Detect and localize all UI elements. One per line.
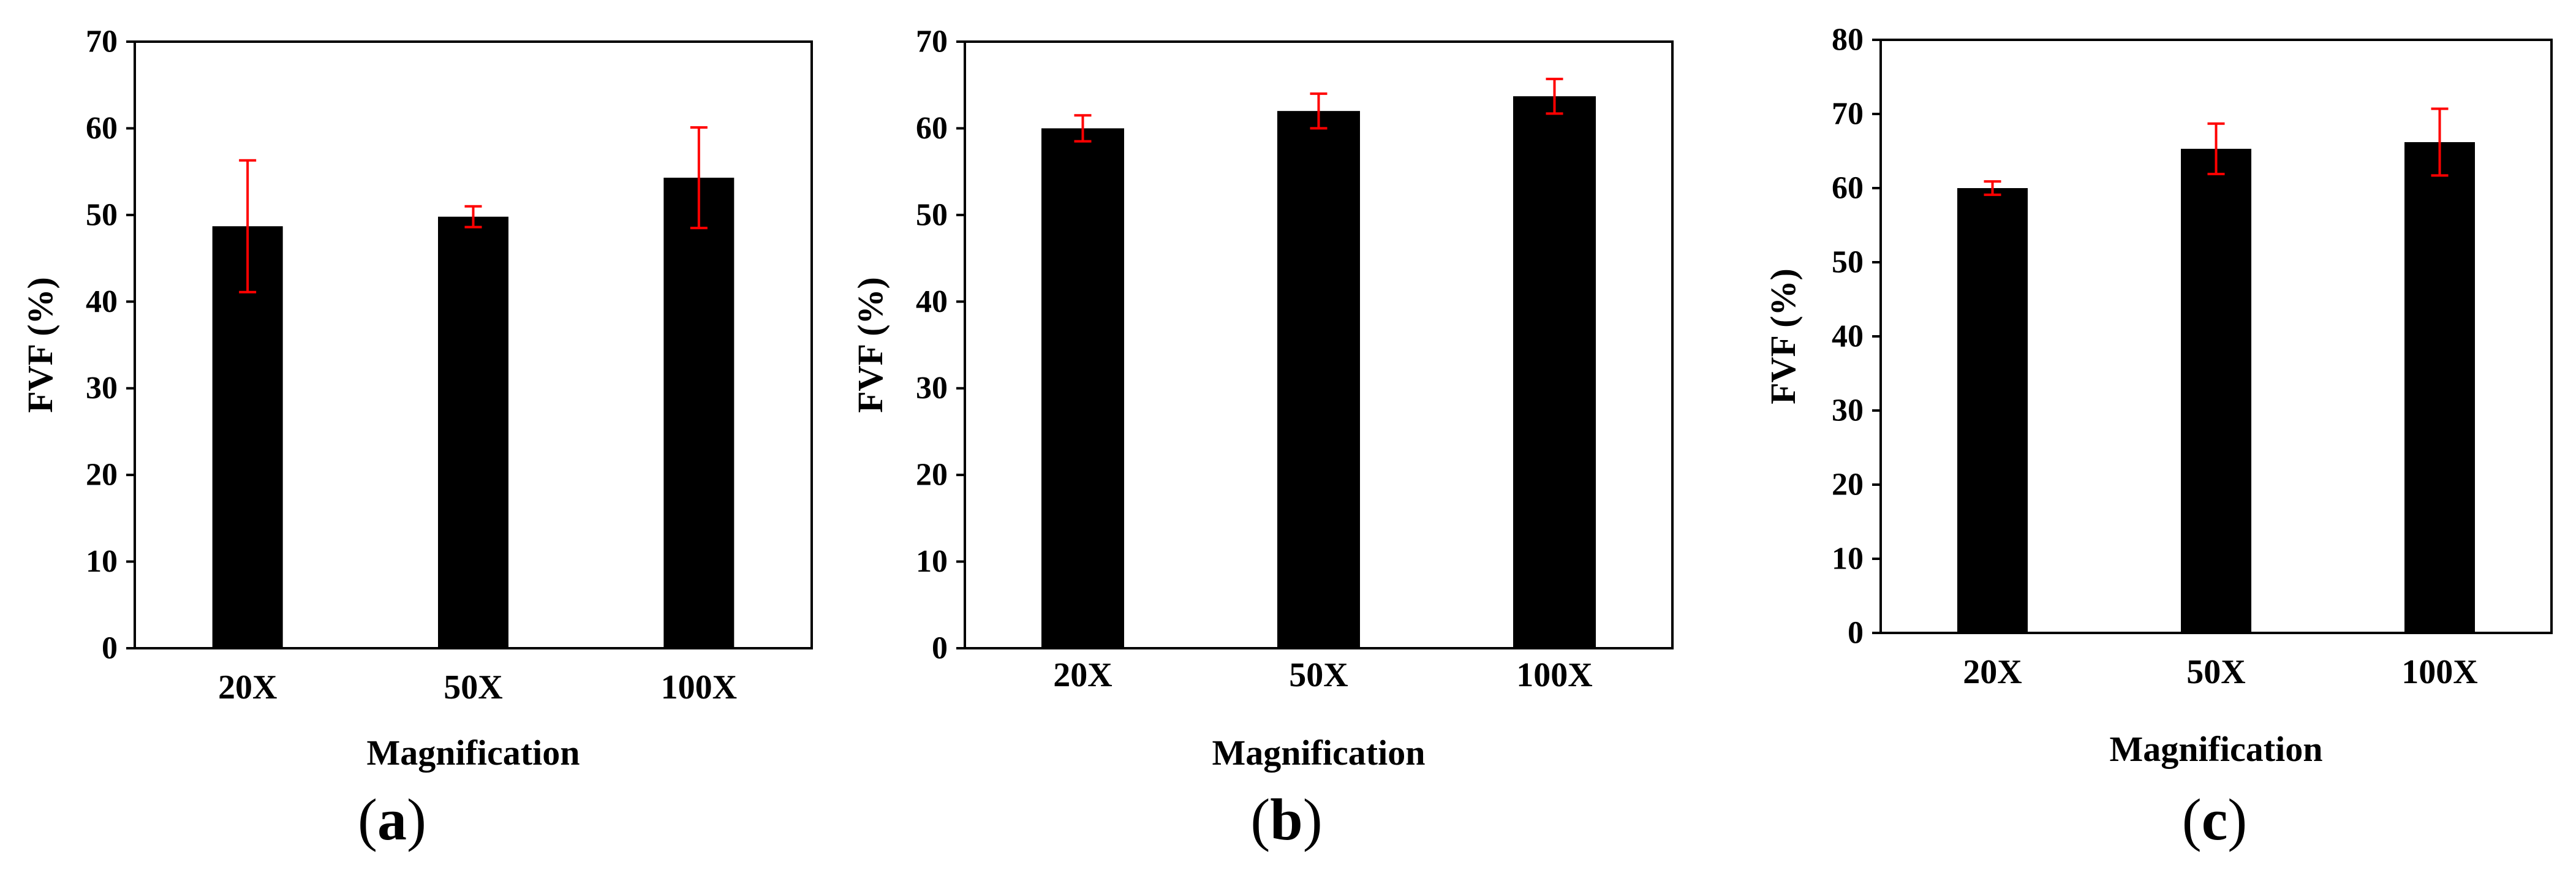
y-tick-label: 10 xyxy=(1832,542,1864,577)
y-tick-label: 60 xyxy=(916,111,948,146)
y-tick-label: 50 xyxy=(86,197,118,232)
y-tick-label: 30 xyxy=(916,371,948,406)
x-category-label: 100X xyxy=(1516,656,1592,694)
y-axis-title: FVF (%) xyxy=(20,277,60,413)
y-tick-label: 30 xyxy=(86,371,118,406)
x-category-label: 100X xyxy=(661,668,737,706)
bar-20x xyxy=(1041,128,1124,648)
panel-label: (a) xyxy=(358,787,426,852)
x-category-label: 20X xyxy=(1053,656,1112,694)
x-axis-title: Magnification xyxy=(1212,733,1426,773)
x-category-label: 50X xyxy=(2186,653,2245,691)
x-axis-title: Magnification xyxy=(2110,729,2323,769)
bar-100x xyxy=(2404,142,2475,634)
y-tick-label: 80 xyxy=(1832,23,1864,58)
x-category-label: 50X xyxy=(1289,656,1348,694)
y-tick-label: 60 xyxy=(1832,171,1864,206)
y-tick-label: 70 xyxy=(1832,97,1864,132)
x-category-label: 20X xyxy=(218,668,277,706)
x-category-label: 100X xyxy=(2401,653,2477,691)
y-tick-label: 20 xyxy=(916,458,948,493)
y-tick-label: 40 xyxy=(916,284,948,319)
chart-panel-a: 0 10 20 30 40 50 60 70 20X 50X 100X Magnification FV… xyxy=(20,25,813,852)
bar-20x xyxy=(212,226,283,648)
y-tick-label: 20 xyxy=(1832,467,1864,502)
y-tick-label: 20 xyxy=(86,458,118,493)
y-tick-label: 30 xyxy=(1832,393,1864,428)
y-tick-label: 70 xyxy=(86,25,118,59)
x-category-label: 20X xyxy=(1963,653,2022,691)
bar-50x xyxy=(1277,111,1360,649)
bar-50x xyxy=(2181,148,2251,633)
y-axis-title: FVF (%) xyxy=(850,277,890,413)
y-tick-label: 0 xyxy=(1848,616,1864,651)
bar-20x xyxy=(1957,188,2028,633)
y-tick-label: 60 xyxy=(86,111,118,146)
bar-100x xyxy=(1513,96,1596,649)
x-axis-title: Magnification xyxy=(367,733,580,773)
chart-panel-c: 0 10 20 30 40 50 60 70 80 20X 50X 100X Magnification… xyxy=(1763,23,2553,852)
y-tick-label: 40 xyxy=(86,284,118,319)
y-tick-label: 0 xyxy=(932,631,948,666)
y-tick-label: 0 xyxy=(102,631,118,666)
bar-50x xyxy=(438,216,508,649)
y-tick-label: 50 xyxy=(1832,245,1864,280)
y-tick-label: 50 xyxy=(916,197,948,232)
panel-label: (b) xyxy=(1250,787,1322,852)
chart-panel-b: 0 10 20 30 40 50 60 70 20X 50X 100X Magnification FV… xyxy=(850,25,1674,852)
y-tick-label: 40 xyxy=(1832,319,1864,354)
y-axis-title: FVF (%) xyxy=(1763,268,1803,404)
bar-100x xyxy=(663,178,735,648)
x-category-label: 50X xyxy=(444,668,502,706)
y-tick-label: 10 xyxy=(86,544,118,579)
y-tick-label: 10 xyxy=(916,544,948,579)
y-tick-label: 70 xyxy=(916,25,948,59)
panel-label: (c) xyxy=(2182,787,2248,852)
